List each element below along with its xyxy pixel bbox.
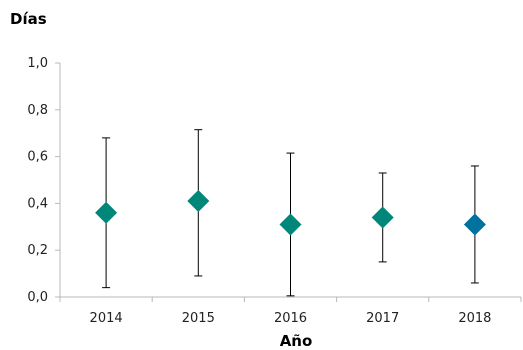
y-tick-label: 0,8	[27, 103, 48, 118]
y-axis: 0,0 0,2 0,4 0,6 0,8 1,0	[27, 56, 61, 305]
x-tick-label: 2015	[182, 311, 215, 326]
y-tick-label: 0,2	[27, 243, 48, 258]
x-tick-label: 2017	[366, 311, 399, 326]
y-tick-label: 1,0	[27, 56, 48, 71]
data-point	[279, 213, 302, 236]
y-tick-label: 0,4	[27, 196, 48, 211]
x-axis-title: Año	[280, 332, 313, 350]
data-point	[371, 206, 394, 229]
data-point	[463, 213, 486, 236]
y-tick-label: 0,6	[27, 150, 48, 165]
x-axis: 2014 2015 2016 2017 2018	[59, 296, 522, 326]
data-point	[95, 201, 118, 224]
data-point	[187, 190, 210, 213]
x-tick-label: 2016	[274, 311, 307, 326]
x-tick-label: 2018	[458, 311, 491, 326]
y-axis-title: Días	[10, 10, 47, 28]
y-tick-label: 0,0	[27, 290, 48, 305]
data-points	[95, 190, 486, 236]
x-tick-label: 2014	[90, 311, 123, 326]
error-bars	[102, 129, 479, 297]
